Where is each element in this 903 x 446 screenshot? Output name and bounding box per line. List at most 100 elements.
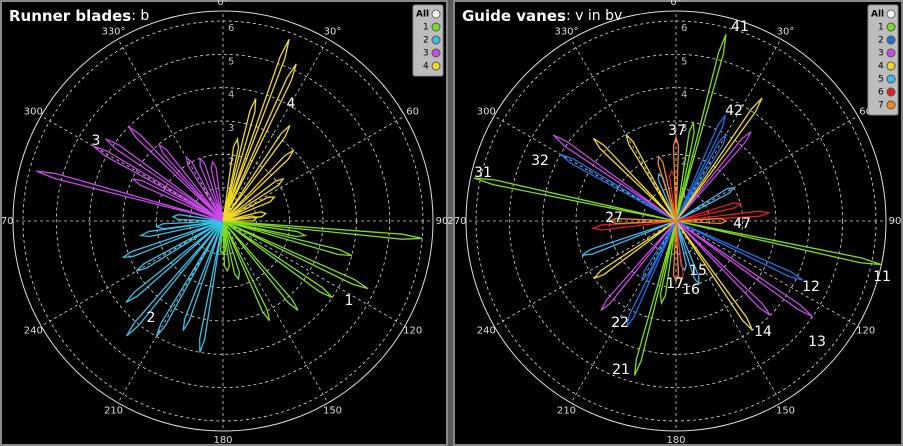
group-label: 22	[611, 315, 629, 331]
group-label: 31	[474, 165, 492, 181]
theta-tick-label: 270	[0, 216, 14, 227]
group-label: 42	[725, 103, 743, 119]
legend-label[interactable]: 2	[423, 36, 429, 46]
blade-spoke	[222, 220, 369, 290]
blade-spoke	[222, 220, 299, 311]
blade-spoke	[222, 220, 308, 238]
blade-spoke	[675, 220, 771, 316]
theta-tick-label: 120	[403, 326, 422, 337]
legend-dot[interactable]	[886, 22, 896, 32]
blade-spoke	[675, 220, 700, 286]
blade-spoke	[581, 220, 677, 256]
legend-box	[867, 4, 899, 116]
outer-ring	[465, 10, 887, 432]
legend-dot[interactable]	[431, 48, 441, 58]
blade-spoke	[105, 138, 224, 222]
grid-ring	[642, 187, 710, 255]
blade-spoke	[675, 220, 882, 266]
blade-spoke	[171, 213, 224, 222]
title-main: Runner blades	[9, 7, 131, 25]
theta-tick-label: 30°	[324, 26, 342, 37]
legend-all-dot[interactable]	[886, 9, 896, 19]
r-tick-label: 1	[681, 190, 687, 201]
r-tick-label: 6	[681, 23, 687, 34]
group-label: 3	[92, 133, 101, 149]
legend-label[interactable]: 4	[878, 62, 884, 72]
legend-dot[interactable]	[431, 22, 441, 32]
grid-spoke	[675, 220, 782, 404]
grid-spoke	[117, 220, 224, 404]
legend-label[interactable]: 3	[878, 49, 884, 59]
group-label: 17	[666, 276, 684, 292]
legend-label[interactable]: 2	[878, 36, 884, 46]
grid-spoke	[222, 220, 406, 327]
blade-spoke	[185, 155, 224, 222]
group-label: 11	[873, 269, 891, 285]
group-label: 12	[802, 279, 820, 295]
theta-tick-label: 180	[666, 435, 685, 446]
legend-label[interactable]: 1	[878, 23, 884, 33]
group-label: 1	[345, 293, 354, 309]
theta-tick-label: 0°	[670, 0, 681, 8]
theta-tick-label: 60	[406, 107, 419, 118]
group-label: 27	[605, 210, 623, 226]
group-label: 15	[689, 263, 707, 279]
grid-ring	[55, 53, 391, 389]
legend-label[interactable]: 4	[423, 62, 429, 72]
legend-all-dot[interactable]	[431, 9, 441, 19]
theta-tick-label: 270	[447, 216, 466, 227]
theta-tick-label: 90	[889, 216, 902, 227]
grid-spoke	[675, 220, 859, 327]
theta-tick-label: 180	[213, 435, 232, 446]
blade-spoke	[155, 220, 224, 337]
legend-dot[interactable]	[886, 74, 896, 84]
legend-dot[interactable]	[886, 100, 896, 110]
group-label: 32	[531, 153, 549, 169]
grid-spoke	[40, 220, 224, 327]
legend-all[interactable]: All	[416, 10, 429, 20]
blade-spoke	[222, 63, 297, 222]
legend-all[interactable]: All	[871, 10, 884, 20]
legend-dot[interactable]	[886, 61, 896, 71]
legend-dot[interactable]	[886, 35, 896, 45]
blade-spoke	[593, 220, 677, 279]
outer-ring	[12, 10, 434, 432]
blade-spoke	[675, 220, 754, 331]
group-label: 41	[731, 19, 749, 35]
blade-spoke	[135, 220, 224, 272]
blade-spoke	[199, 156, 224, 222]
blade-spoke	[675, 97, 763, 222]
theta-tick-label: 330°	[554, 26, 578, 37]
legend-label[interactable]: 3	[423, 49, 429, 59]
blade-spoke	[675, 34, 727, 222]
blade-spoke	[560, 153, 677, 222]
group-label: 14	[754, 324, 772, 340]
blade-spoke	[473, 177, 677, 222]
legend-dot[interactable]	[886, 48, 896, 58]
blade-spoke	[222, 149, 295, 222]
theta-tick-label: 240	[24, 326, 43, 337]
blade-spoke	[625, 133, 677, 222]
grid-spoke	[570, 220, 677, 404]
blade-spoke	[222, 177, 285, 222]
grid-spoke	[570, 38, 677, 222]
blade-spoke	[126, 220, 224, 337]
r-tick-label: 4	[228, 90, 234, 101]
legend: All 1 2 3 4	[412, 4, 444, 77]
legend-dot[interactable]	[886, 87, 896, 97]
legend-label[interactable]: 1	[423, 23, 429, 33]
blade-spoke	[210, 160, 224, 222]
blade-spoke	[158, 143, 224, 222]
grid-spoke	[40, 115, 224, 222]
blade-spoke	[675, 220, 813, 318]
blade-spoke	[222, 220, 353, 257]
legend-dot[interactable]	[431, 35, 441, 45]
blade-spoke	[222, 220, 231, 273]
blade-spoke	[592, 137, 677, 222]
legend-label[interactable]: 5	[878, 75, 884, 85]
legend-label[interactable]: 7	[878, 101, 884, 111]
grid-spoke	[117, 38, 224, 222]
legend-label[interactable]: 6	[878, 88, 884, 98]
group-label: 2	[147, 310, 156, 326]
legend-dot[interactable]	[431, 61, 441, 71]
